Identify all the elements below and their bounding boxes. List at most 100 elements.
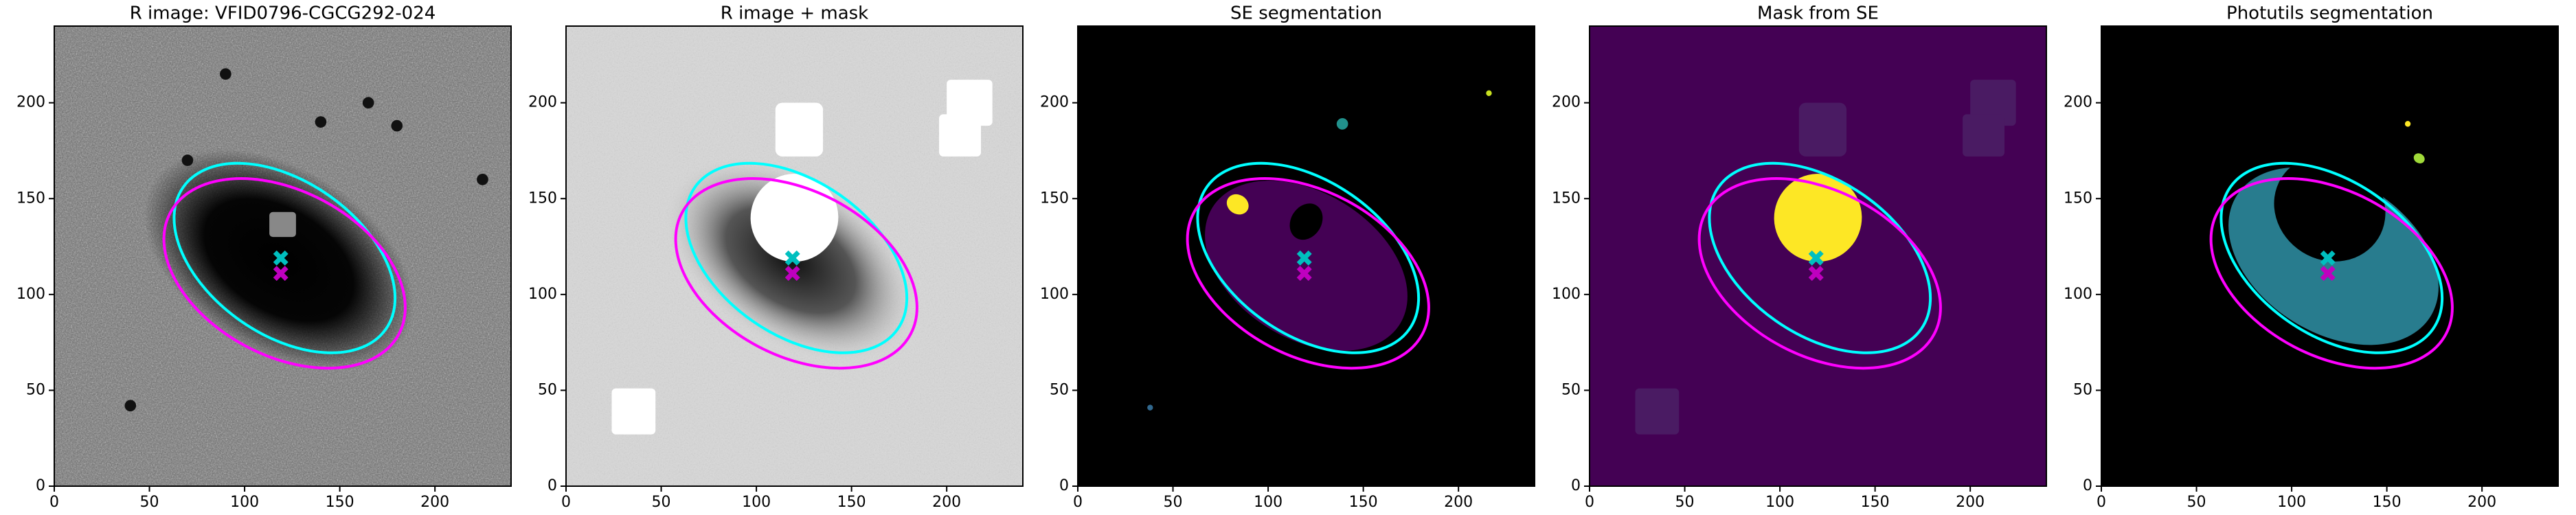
mask-region <box>1963 114 2005 157</box>
x-tick-label: 200 <box>1956 494 1985 511</box>
axes-frame <box>1589 25 2047 487</box>
y-tick-label: 50 <box>26 381 45 398</box>
star <box>362 97 374 109</box>
x-tick-label: 100 <box>2277 494 2306 511</box>
x-tick-label: 100 <box>230 494 259 511</box>
x-tick-label: 50 <box>1164 494 1183 511</box>
segment <box>1226 194 1249 215</box>
y-tick-label: 150 <box>1040 190 1069 207</box>
marker <box>273 250 289 266</box>
axes-frame <box>2101 25 2559 487</box>
x-tick-label: 150 <box>1861 494 1890 511</box>
x-tick-label: 150 <box>2373 494 2402 511</box>
segment <box>1336 118 1348 130</box>
x-tick-label: 100 <box>742 494 771 511</box>
mask-region <box>1635 388 1680 435</box>
marker <box>2320 266 2336 282</box>
y-tick-label: 200 <box>1040 94 1069 111</box>
mask-region <box>611 388 656 435</box>
y-tick-label: 50 <box>538 381 557 398</box>
axes-frame <box>54 25 512 487</box>
y-tick-label: 0 <box>1571 477 1581 494</box>
y-tick-label: 100 <box>2064 286 2092 303</box>
x-tick-label: 0 <box>2097 494 2106 511</box>
star <box>477 173 488 185</box>
x-tick-label: 100 <box>1765 494 1794 511</box>
y-tick-label: 150 <box>16 190 45 207</box>
segment <box>2404 121 2411 127</box>
y-tick-label: 0 <box>1059 477 1069 494</box>
y-tick-label: 100 <box>1040 286 1069 303</box>
y-tick-label: 150 <box>528 190 557 207</box>
y-tick-label: 50 <box>2073 381 2092 398</box>
mask-region <box>775 102 824 157</box>
x-tick-label: 50 <box>1675 494 1695 511</box>
segment <box>1147 404 1153 411</box>
y-tick-label: 200 <box>16 94 45 111</box>
star <box>220 68 231 80</box>
segment <box>1205 181 1408 351</box>
panel-title: R image + mask <box>721 3 869 24</box>
y-tick-label: 200 <box>528 94 557 111</box>
y-tick-label: 100 <box>16 286 45 303</box>
ellipse <box>1196 161 1421 354</box>
y-tick-label: 0 <box>547 477 557 494</box>
marker <box>1296 250 1312 266</box>
x-tick-label: 50 <box>2187 494 2206 511</box>
x-tick-label: 0 <box>1073 494 1083 511</box>
x-tick-label: 50 <box>652 494 671 511</box>
y-tick-label: 100 <box>528 286 557 303</box>
mask-region <box>269 211 296 238</box>
marker <box>784 250 800 266</box>
x-tick-label: 150 <box>837 494 866 511</box>
y-tick-label: 0 <box>36 477 45 494</box>
panel: 0 50 100 150 200 0 50 100 150 200 Mask from SE <box>1552 3 2047 511</box>
y-tick-label: 0 <box>2083 477 2092 494</box>
segment <box>1486 90 1492 96</box>
x-tick-label: 0 <box>1585 494 1594 511</box>
image <box>2101 26 2558 486</box>
marker <box>1296 266 1312 282</box>
image <box>54 26 511 486</box>
x-tick-label: 100 <box>1254 494 1283 511</box>
x-tick-label: 150 <box>326 494 354 511</box>
y-tick-label: 200 <box>1552 94 1581 111</box>
panel-title: R image: VFID0796-CGCG292-024 <box>130 3 436 24</box>
x-tick-label: 200 <box>420 494 449 511</box>
image <box>566 26 1023 486</box>
marker <box>2320 250 2336 266</box>
x-tick-label: 200 <box>932 494 961 511</box>
panel: 0 50 100 150 200 0 50 100 150 200 R image + mask <box>528 3 1024 511</box>
panel: 0 50 100 150 200 0 50 100 150 200 Photutils segmen… <box>2064 3 2559 511</box>
ellipse <box>172 161 397 354</box>
y-tick-label: 200 <box>2064 94 2092 111</box>
mask-region <box>750 174 839 262</box>
ellipse <box>674 177 918 370</box>
mask-region <box>939 114 982 157</box>
segment <box>2413 153 2425 164</box>
ellipse <box>162 177 407 370</box>
x-tick-label: 50 <box>140 494 159 511</box>
image <box>1590 26 2046 486</box>
y-tick-label: 100 <box>1552 286 1581 303</box>
marker <box>784 266 800 282</box>
panel: 0 50 100 150 200 0 50 100 150 200 SE segmentation <box>1040 3 1535 511</box>
marker <box>1808 266 1824 282</box>
ellipse <box>1186 177 1430 370</box>
x-tick-label: 0 <box>561 494 571 511</box>
mask-region <box>1798 102 1847 157</box>
star <box>124 400 137 412</box>
x-tick-label: 200 <box>2467 494 2496 511</box>
panel-title: Photutils segmentation <box>2226 3 2433 24</box>
y-tick-label: 50 <box>1561 381 1581 398</box>
panel-title: SE segmentation <box>1230 3 1382 24</box>
y-tick-label: 50 <box>1050 381 1069 398</box>
marker <box>273 266 289 282</box>
image <box>1078 26 1535 486</box>
axes-frame <box>1077 25 1535 487</box>
ellipse <box>1708 161 1932 354</box>
mask-region <box>947 80 993 126</box>
star <box>181 154 194 166</box>
y-tick-label: 150 <box>2064 190 2092 207</box>
